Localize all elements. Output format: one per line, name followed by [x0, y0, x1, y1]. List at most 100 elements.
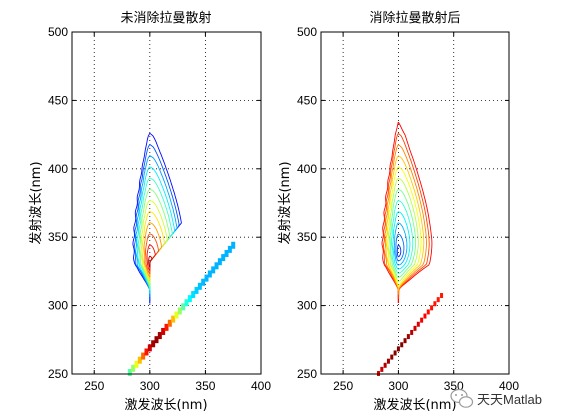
raman-band-cell-31: [231, 241, 236, 249]
ticks-left: 250 300 350 400 250 300 350 400 450 500: [48, 25, 271, 393]
contour-level-8: [390, 200, 414, 274]
edge-cell-8: [403, 338, 407, 344]
raman-band-cell-17: [184, 299, 189, 307]
y-tick-label-350: 350: [297, 230, 317, 244]
edge-cell-11: [413, 325, 417, 331]
contour-level-9: [392, 211, 411, 270]
axes-frame-left: [71, 31, 262, 375]
xlabel-left: 激发波长(nm): [124, 397, 207, 413]
raman-band-cell-16: [181, 303, 186, 311]
y-tick-label-250: 250: [297, 367, 317, 381]
title-left: 未消除拉曼散射: [120, 10, 211, 26]
raman-band-cell-25: [211, 266, 216, 274]
raman-band-cell-9: [157, 332, 162, 340]
raman-band-cell-8: [154, 336, 159, 344]
edge-cell-7: [400, 342, 404, 348]
edge-cell-10: [410, 329, 414, 335]
x-tick-label-250: 250: [84, 379, 104, 393]
raman-band-cell-27: [217, 258, 222, 266]
x-tick-label-350: 350: [195, 379, 215, 393]
edge-cell-4: [390, 354, 394, 360]
contour-level-7: [389, 188, 417, 278]
y-tick-label-350: 350: [48, 230, 68, 244]
xlabel-right: 激发波长(nm): [373, 397, 456, 413]
raman-band-cell-11: [164, 323, 169, 331]
raman-band-cell-21: [197, 282, 202, 290]
y-tick-label-250: 250: [48, 367, 68, 381]
raman-band-cell-19: [191, 291, 196, 299]
y-tick-label-400: 400: [297, 162, 317, 176]
raman-band-cell-4: [141, 352, 146, 360]
edge-cell-19: [440, 293, 444, 299]
contour-level-4: [385, 155, 425, 291]
edge-cell-16: [430, 305, 434, 311]
raman-band-cell-26: [214, 262, 219, 270]
edge-cell-15: [426, 309, 430, 315]
grid-right: [321, 32, 509, 374]
y-tick-label-400: 400: [48, 162, 68, 176]
edge-cell-1: [380, 366, 384, 372]
raman-band-cell-18: [187, 295, 192, 303]
raman-band-cell-22: [201, 278, 206, 286]
edge-cell-12: [416, 321, 420, 327]
edge-cell-14: [423, 313, 427, 319]
raman-band-cell-23: [204, 274, 209, 282]
y-tick-label-450: 450: [48, 93, 68, 107]
edge-cell-6: [396, 346, 400, 352]
y-tick-label-300: 300: [48, 299, 68, 313]
contour-level-5: [386, 166, 422, 287]
y-tick-label-300: 300: [297, 299, 317, 313]
ylabel-left: 发射波长(nm): [28, 161, 44, 244]
y-tick-label-500: 500: [48, 25, 68, 39]
y-tick-label-500: 500: [297, 25, 317, 39]
raman-band-cell-0: [127, 369, 132, 376]
ylabel-right: 发射波长(nm): [277, 161, 293, 244]
edge-cell-2: [383, 362, 387, 368]
contours-left: [132, 132, 182, 304]
raman-band-cell-14: [174, 311, 179, 319]
raman-band-cell-2: [134, 360, 139, 368]
raman-band-cell-20: [194, 286, 199, 294]
raman-band-cell-13: [171, 315, 176, 323]
watermark-text: 天天Matlab: [477, 392, 542, 407]
contour-level-2: [382, 133, 430, 299]
edge-cell-5: [393, 350, 397, 356]
raman-band-cell-10: [161, 327, 166, 335]
contour-level-12: [148, 255, 153, 268]
grid-left: [72, 32, 261, 374]
raman-band-cell-12: [167, 319, 172, 327]
raman-band-cell-1: [131, 364, 136, 372]
contour-level-3: [384, 144, 427, 295]
edge-cell-17: [433, 301, 437, 307]
edge-cell-3: [386, 358, 390, 364]
raman-band-cell-28: [221, 254, 226, 262]
plot-area-left: [71, 31, 262, 375]
y-tick-label-450: 450: [297, 93, 317, 107]
title-right: 消除拉曼散射后: [369, 10, 460, 26]
wechat-icon: [450, 388, 474, 408]
edge-cell-9: [406, 334, 410, 340]
raman-band-cell-7: [151, 340, 156, 348]
raman-band-cell-6: [147, 344, 152, 352]
raman-band-cell-3: [137, 356, 142, 364]
x-tick-label-400: 400: [251, 379, 271, 393]
x-tick-label-250: 250: [333, 379, 353, 393]
contour-level-6: [388, 177, 419, 283]
raman-band-cell-30: [227, 245, 232, 253]
raman-band-cell-15: [177, 307, 182, 315]
subplot-left: 250 300 350 400 250 300 350 400 450 500 未消除拉曼散射 激…: [28, 10, 271, 413]
raman-band-cell-29: [224, 249, 229, 257]
contour-level-12: [396, 244, 402, 258]
x-tick-label-400: 400: [499, 379, 519, 393]
contours-right: [381, 122, 433, 303]
raman-band-cell-24: [207, 270, 212, 278]
raman-band-cell-5: [144, 348, 149, 356]
axes-frame-right: [320, 31, 510, 375]
raman-band-left: [127, 241, 236, 376]
contour-level-10: [393, 222, 408, 266]
watermark: 天天Matlab: [450, 388, 542, 408]
edge-cell-13: [420, 317, 424, 323]
